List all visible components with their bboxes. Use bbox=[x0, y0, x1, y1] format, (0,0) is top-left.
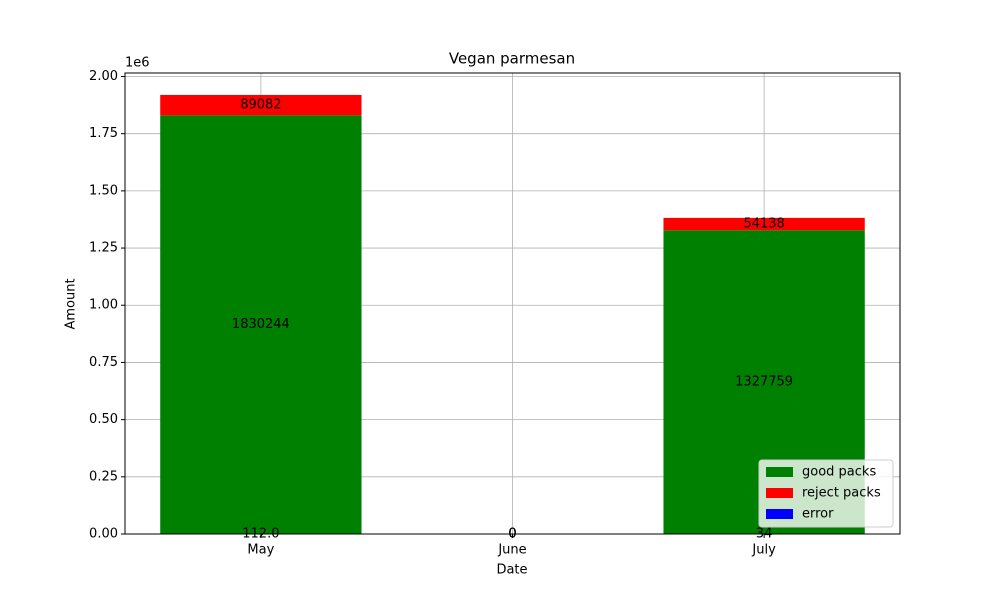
y-tick-label: 1.25 bbox=[89, 241, 118, 256]
data-label: 1327759 bbox=[735, 375, 793, 390]
x-tick-label: June bbox=[497, 543, 526, 558]
bar-segment bbox=[160, 94, 362, 116]
legend-label: reject packs bbox=[802, 486, 881, 501]
y-tick-label: 0.50 bbox=[89, 412, 118, 427]
data-label: 54138 bbox=[743, 217, 784, 232]
data-label: 89082 bbox=[240, 98, 281, 113]
legend-swatch bbox=[766, 467, 793, 477]
x-tick-label: May bbox=[247, 543, 274, 558]
x-tick-label: July bbox=[751, 543, 776, 558]
data-label: 1830244 bbox=[232, 317, 290, 332]
y-tick-label: 1.75 bbox=[89, 126, 118, 141]
plot-area: 0.00 0.25 0.50 0.75 1.00 1.25 1.50 1.75 2.00 May J… bbox=[89, 69, 901, 558]
legend-label: error bbox=[802, 507, 834, 522]
y-tick-label: 1.00 bbox=[89, 298, 118, 313]
y-axis-label: Amount bbox=[64, 278, 79, 329]
y-tick-label: 0.25 bbox=[89, 469, 118, 484]
legend-swatch bbox=[766, 509, 793, 519]
bar-segment bbox=[663, 217, 865, 231]
x-axis-label: Date bbox=[496, 563, 527, 578]
legend-label: good packs bbox=[802, 465, 876, 480]
y-offset-label: 1e6 bbox=[125, 56, 150, 71]
y-tick-label: 0.75 bbox=[89, 355, 118, 370]
y-tick-label: 0.00 bbox=[89, 527, 118, 542]
axes-frame bbox=[124, 72, 901, 535]
bar-segment bbox=[160, 115, 362, 535]
y-tick-label: 1.50 bbox=[89, 183, 118, 198]
chart-title: Vegan parmesan bbox=[449, 50, 575, 68]
y-tick-label: 2.00 bbox=[89, 69, 118, 84]
legend-swatch bbox=[766, 488, 793, 498]
legend: good packs reject packs error bbox=[758, 459, 894, 528]
